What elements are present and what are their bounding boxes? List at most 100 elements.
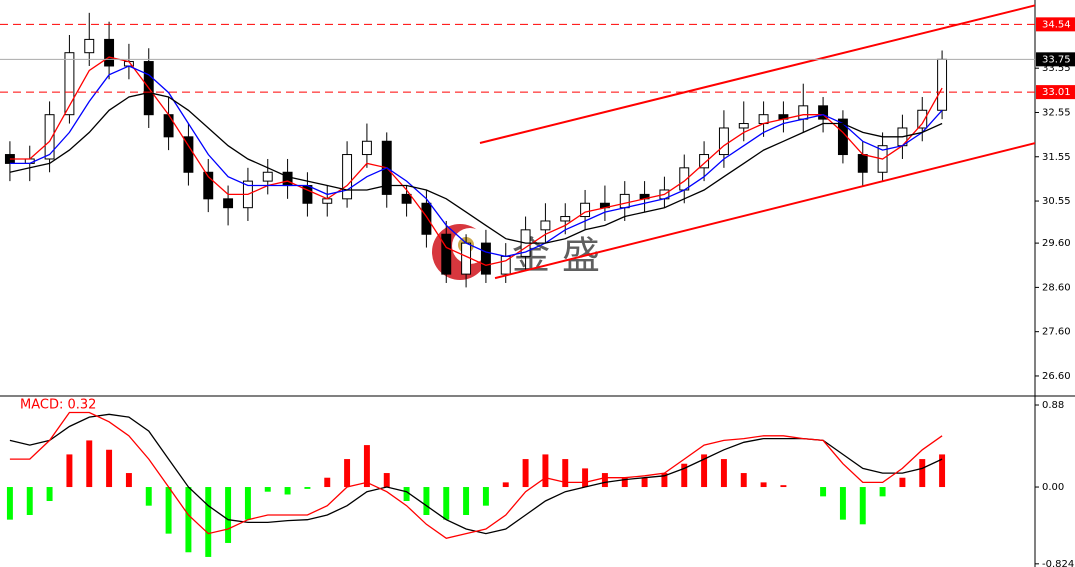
histogram-bar (363, 445, 370, 488)
candle-body (917, 109, 928, 129)
histogram-bar (899, 477, 906, 488)
histogram-bar (443, 487, 450, 520)
histogram-bar (542, 454, 549, 488)
histogram-bar (760, 482, 767, 488)
histogram-bar (859, 487, 866, 525)
candle-body (262, 171, 273, 182)
level-label: 34.54 (1042, 19, 1071, 30)
line-series (9, 65, 943, 258)
candle-body (818, 105, 829, 120)
candle-body (44, 114, 55, 160)
candle-body (560, 216, 571, 222)
histogram-bar (244, 487, 251, 520)
candle-body (580, 202, 591, 218)
candle-body (798, 105, 809, 120)
candle-body (937, 58, 948, 111)
histogram-bar (106, 449, 113, 488)
level-label: 33.01 (1042, 87, 1071, 98)
level-label-box (1036, 17, 1075, 32)
level-label-box (1036, 85, 1075, 100)
histogram-bar (582, 468, 589, 488)
histogram-bar (205, 487, 212, 557)
candle-body (401, 193, 412, 204)
histogram-bar (6, 487, 13, 520)
histogram-bar (423, 487, 430, 515)
histogram-bar (820, 487, 827, 497)
candle-body (64, 52, 75, 116)
y-tick-label: 32.55 (1042, 107, 1071, 118)
histogram-bar (939, 454, 946, 488)
histogram-bar (324, 477, 331, 488)
candle-body (163, 114, 174, 138)
histogram-bar (919, 459, 926, 488)
candle-body (421, 202, 432, 235)
histogram-bar (621, 477, 628, 488)
candle-body (738, 123, 749, 129)
candle-body (857, 154, 868, 173)
logo (432, 224, 488, 280)
histogram-bar (740, 473, 747, 488)
histogram-bar (661, 473, 668, 488)
line-series (9, 411, 943, 540)
candle-body (84, 38, 95, 54)
candle-body (480, 242, 491, 275)
candle-body (718, 127, 729, 156)
candle-body (223, 198, 234, 209)
candle-body (322, 198, 333, 204)
histogram-bar (720, 459, 727, 488)
histogram-bar (383, 473, 390, 488)
histogram-bar (344, 459, 351, 488)
histogram-bar (125, 473, 132, 488)
candle-body (342, 154, 353, 200)
histogram-bar (225, 487, 232, 543)
histogram-bar (522, 459, 529, 488)
candle-body (441, 233, 452, 275)
y-tick-label: -0.824 (1042, 559, 1074, 567)
y-tick-label: 33.55 (1042, 63, 1071, 74)
price-label: 33.75 (1042, 54, 1071, 65)
histogram-bar (601, 473, 608, 488)
y-tick-label: 31.55 (1042, 152, 1071, 163)
candle-body (699, 154, 710, 169)
candle-body (540, 220, 551, 231)
histogram-bar (701, 454, 708, 488)
candle-body (461, 242, 472, 275)
y-tick-label: 0.00 (1042, 482, 1064, 493)
histogram-bar (46, 487, 53, 502)
histogram-bar (839, 487, 846, 520)
histogram-bar (185, 487, 192, 553)
candle-body (361, 140, 372, 156)
histogram-bar (304, 487, 311, 489)
candle-body (183, 136, 194, 173)
histogram-bar (264, 487, 271, 492)
histogram-bar (681, 463, 688, 488)
histogram-bar (284, 487, 291, 495)
line-series (9, 56, 943, 266)
candle-body (203, 171, 214, 200)
line-series (9, 91, 943, 244)
histogram-bar (780, 485, 787, 488)
histogram-bar (403, 487, 410, 502)
price-label-box (1036, 52, 1075, 67)
plot-area (4, 4, 1035, 288)
line-series (9, 413, 943, 535)
y-tick-label: 30.55 (1042, 196, 1071, 207)
histogram-bar (145, 487, 152, 506)
candle-body (104, 38, 115, 67)
histogram-bar (502, 482, 509, 488)
histogram-bar (641, 477, 648, 488)
macd-label: MACD: 0.32 (20, 398, 96, 413)
histogram-bar (562, 459, 569, 488)
histogram-bar (463, 487, 470, 515)
y-tick-label: 29.60 (1042, 238, 1071, 249)
histogram-bar (66, 454, 73, 488)
trend-line (494, 142, 1035, 280)
y-tick-label: 28.60 (1042, 282, 1071, 293)
candle-body (619, 193, 630, 209)
histogram-bar (482, 487, 489, 506)
trend-line (479, 4, 1035, 145)
y-tick-label: 0.88 (1042, 400, 1064, 411)
y-tick-label: 26.60 (1042, 371, 1071, 382)
y-tick-label: 27.60 (1042, 327, 1071, 338)
